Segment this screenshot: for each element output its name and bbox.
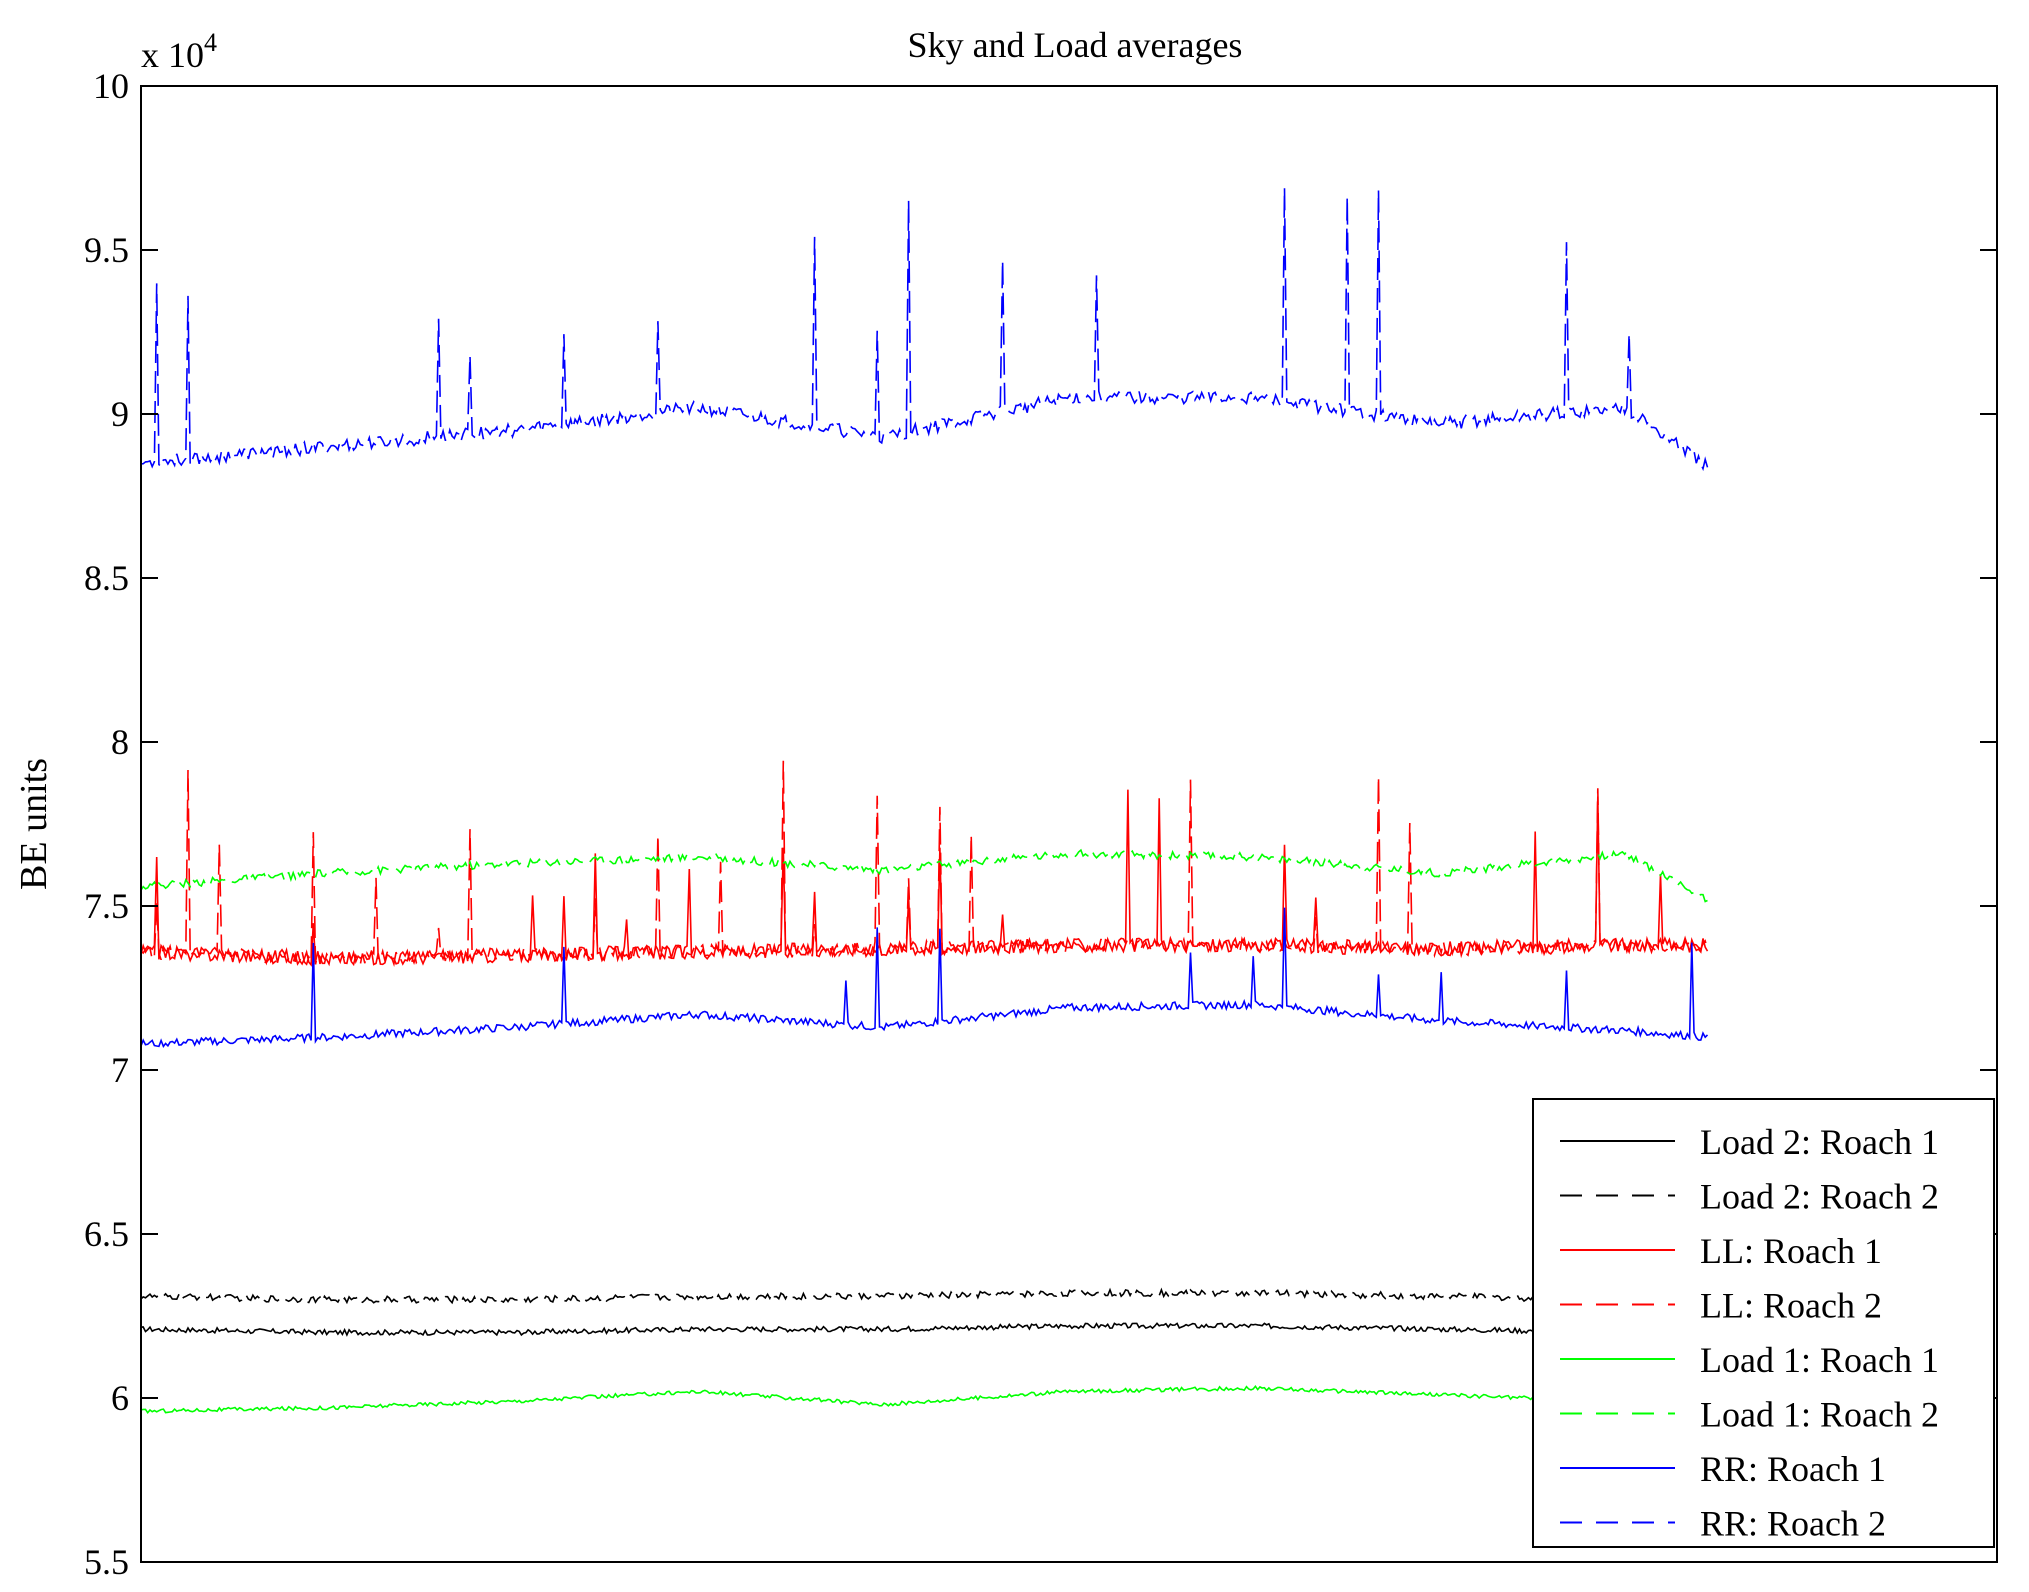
plot-frame	[140, 85, 1998, 1563]
legend-label: LL: Roach 2	[1700, 1286, 1882, 1326]
chart-title: Sky and Load averages	[908, 25, 1243, 65]
series-line-load-2-roach-1	[140, 1322, 1708, 1337]
legend-box	[1532, 1098, 1995, 1548]
y-tick-label: 5.5	[84, 1542, 129, 1582]
y-tick-label: 9	[111, 394, 129, 434]
y-tick-label: 10	[93, 66, 129, 106]
y-axis-label: BE units	[13, 758, 55, 890]
legend-label: Load 1: Roach 2	[1700, 1395, 1939, 1435]
legend: Load 2: Roach 1 Load 2: Roach 2 LL: Roach …	[1532, 1098, 1995, 1548]
series-line-load-1-roach-2	[140, 848, 1708, 903]
legend-label: Load 1: Roach 1	[1700, 1340, 1939, 1380]
legend-label: LL: Roach 1	[1700, 1231, 1882, 1271]
y-tick-label: 7.5	[84, 886, 129, 926]
series-line-ll-roach-2	[140, 760, 1709, 967]
series-line-rr-roach-1	[140, 907, 1709, 1049]
series-line-load-1-roach-1	[140, 1384, 1708, 1415]
y-multiplier-base: x 10	[141, 35, 204, 75]
legend-label: RR: Roach 2	[1700, 1504, 1886, 1544]
y-axis: 5.5 6 6.5 7 7.5 8 8.5 9 9.5 10	[84, 66, 1997, 1582]
legend-label: Load 2: Roach 2	[1700, 1177, 1939, 1217]
legend-label: RR: Roach 1	[1700, 1449, 1886, 1489]
series-line-load-2-roach-2	[140, 1287, 1708, 1305]
y-tick-label: 8	[111, 722, 129, 762]
y-multiplier-exponent: 4	[204, 28, 217, 57]
y-tick-label: 6	[111, 1378, 129, 1418]
y-tick-label: 9.5	[84, 230, 129, 270]
series-line-rr-roach-2	[140, 187, 1709, 472]
y-tick-label: 8.5	[84, 558, 129, 598]
legend-label: Load 2: Roach 1	[1700, 1122, 1939, 1162]
y-multiplier: x 104	[141, 28, 217, 75]
y-tick-label: 7	[111, 1050, 129, 1090]
y-tick-label: 6.5	[84, 1214, 129, 1254]
series-layer	[140, 187, 1709, 1415]
